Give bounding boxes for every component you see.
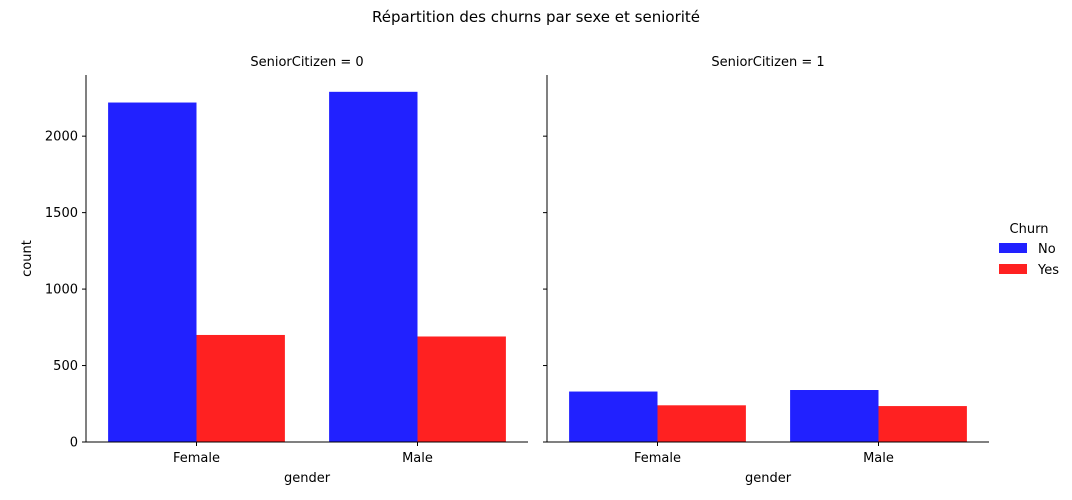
- bar-yes-male: [878, 406, 967, 442]
- panel-senior-1: SeniorCitizen = 1 Female Male gender: [543, 55, 989, 486]
- bar-yes-male: [417, 336, 506, 442]
- panel-title: SeniorCitizen = 1: [711, 55, 824, 70]
- chart-title: Répartition des churns par sexe et senio…: [372, 8, 700, 26]
- x-axis-label: gender: [284, 471, 331, 486]
- bar-yes-female: [657, 405, 746, 442]
- x-tick-label: Female: [634, 451, 681, 466]
- y-axis-label: count: [20, 240, 35, 277]
- legend-label-no: No: [1038, 242, 1056, 257]
- legend-items: No Yes: [999, 242, 1059, 278]
- panel-senior-0: SeniorCitizen = 0 Female Male 0 500 1000 1500 2…: [20, 55, 528, 486]
- legend-swatch-yes: [999, 264, 1027, 274]
- bar-no-female: [108, 102, 197, 443]
- panel-title: SeniorCitizen = 0: [250, 55, 363, 70]
- y-tick-label: 1500: [45, 206, 78, 221]
- bar-no-female: [569, 391, 658, 442]
- x-tick-label: Male: [402, 451, 433, 466]
- y-tick-label: 1000: [45, 283, 78, 298]
- y-tick-label: 2000: [45, 130, 78, 145]
- x-tick-label: Female: [173, 451, 220, 466]
- bar-no-male: [790, 390, 879, 442]
- bar-yes-female: [196, 334, 285, 442]
- legend-swatch-no: [999, 243, 1027, 253]
- legend-label-yes: Yes: [1037, 263, 1059, 278]
- x-axis-label: gender: [745, 471, 792, 486]
- y-tick-label: 0: [70, 436, 78, 451]
- y-tick-label: 500: [53, 359, 78, 374]
- legend-title: Churn: [1010, 222, 1049, 237]
- x-tick-label: Male: [863, 451, 894, 466]
- bar-no-male: [329, 91, 418, 442]
- legend: Churn No Yes: [999, 222, 1059, 278]
